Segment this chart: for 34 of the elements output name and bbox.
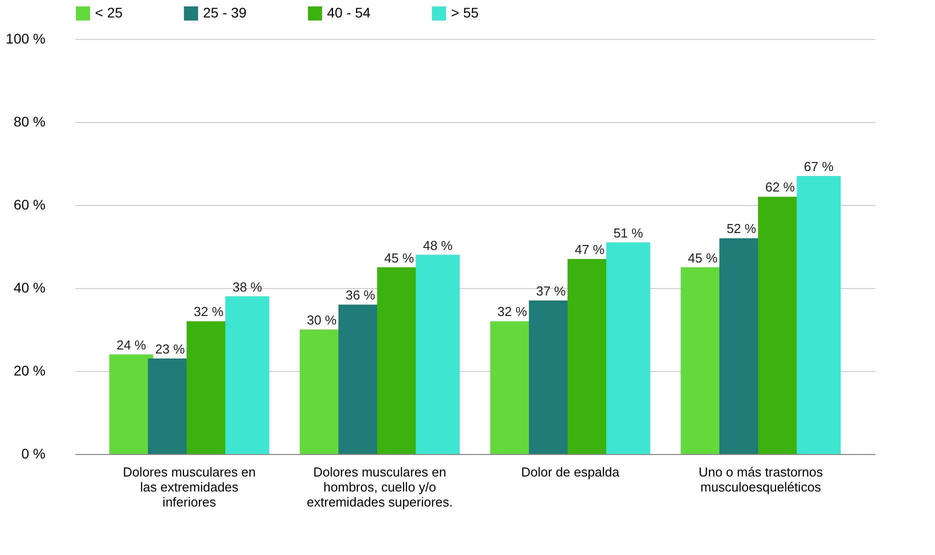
bar — [416, 254, 460, 454]
data-label: 37 % — [536, 283, 566, 298]
y-tick-label: 100 % — [6, 30, 46, 46]
legend-label: 40 - 54 — [327, 4, 371, 20]
x-tick-label: Dolores musculares en hombros, cuello y/o extremidades superiores. — [306, 464, 453, 510]
data-label: 45 % — [384, 250, 414, 266]
bar — [606, 242, 650, 454]
x-tick-label: Uno o más trastornos musculoesqueléticos — [698, 464, 824, 494]
data-label: 32 % — [194, 304, 224, 320]
y-tick-label: 0 % — [21, 446, 46, 462]
data-label: 52 % — [726, 221, 757, 236]
legend-label: < 25 — [95, 4, 123, 20]
data-label: 36 % — [346, 288, 376, 303]
data-label: 24 % — [116, 337, 147, 352]
x-tick-label: Dolores musculares en las extremidades inferiores — [122, 464, 256, 510]
data-label: 51 % — [613, 225, 644, 240]
bar — [225, 296, 270, 454]
data-label: 23 % — [155, 342, 186, 357]
data-label: 45 % — [688, 250, 718, 266]
data-label: 67 % — [804, 158, 834, 174]
data-label: 38 % — [232, 279, 263, 294]
data-label: 48 % — [422, 238, 454, 253]
y-tick-label: 80 % — [14, 114, 46, 130]
data-label: 32 % — [497, 304, 528, 320]
x-tick-label: Dolor de espalda — [521, 464, 620, 480]
y-tick-label: 20 % — [14, 362, 46, 378]
bar — [796, 176, 841, 454]
data-label: 47 % — [574, 242, 605, 257]
data-label: 30 % — [306, 312, 337, 328]
y-tick-label: 40 % — [14, 280, 46, 296]
legend-label: 25 - 39 — [203, 4, 247, 20]
data-label: 62 % — [765, 180, 796, 195]
y-tick-label: 60 % — [14, 196, 46, 212]
legend-label: > 55 — [451, 4, 479, 20]
